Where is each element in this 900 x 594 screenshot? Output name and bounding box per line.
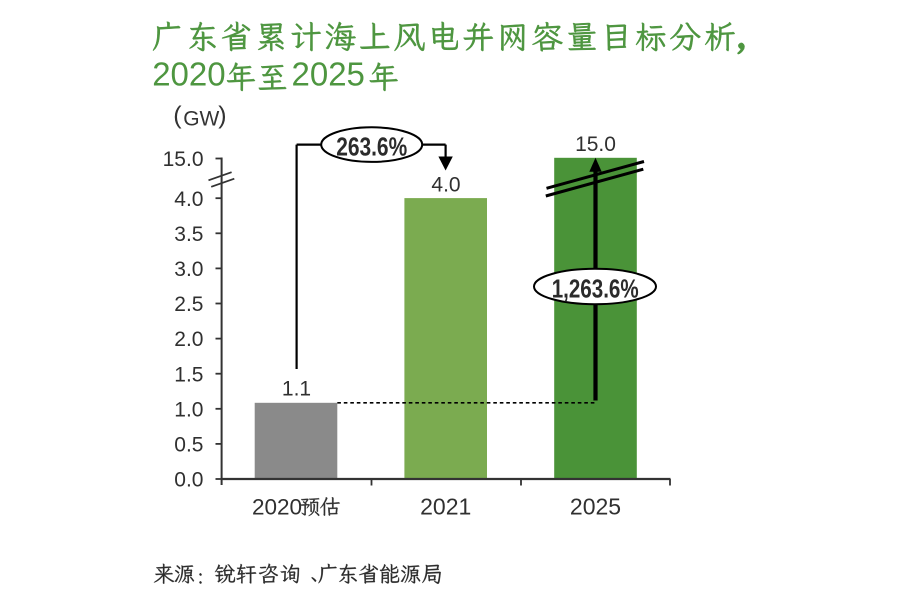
svg-text:4.0: 4.0 — [174, 188, 203, 211]
svg-text:4.0: 4.0 — [431, 174, 460, 197]
svg-text:0.5: 0.5 — [174, 434, 203, 457]
svg-text:263.6%: 263.6% — [336, 132, 407, 162]
svg-text:2020: 2020 — [152, 56, 225, 93]
svg-text:GW: GW — [183, 108, 219, 131]
svg-text:2021: 2021 — [420, 494, 471, 520]
svg-text:2025: 2025 — [570, 494, 621, 520]
svg-text:1,263.6%: 1,263.6% — [552, 274, 639, 304]
svg-text:2025: 2025 — [292, 56, 365, 93]
svg-text:3.5: 3.5 — [174, 223, 203, 246]
svg-text:2020: 2020 — [252, 495, 302, 520]
svg-text:1.5: 1.5 — [174, 363, 203, 386]
svg-text:15.0: 15.0 — [163, 148, 204, 171]
svg-text:): ) — [218, 102, 226, 130]
svg-text:(: ( — [173, 102, 182, 130]
svg-text:1.1: 1.1 — [282, 377, 311, 400]
svg-text:3.0: 3.0 — [174, 258, 203, 281]
svg-text:2.0: 2.0 — [174, 328, 203, 351]
svg-text:1.0: 1.0 — [174, 398, 203, 421]
svg-text:2.5: 2.5 — [174, 293, 203, 316]
svg-text:0.0: 0.0 — [174, 469, 203, 492]
svg-text:15.0: 15.0 — [575, 133, 616, 156]
